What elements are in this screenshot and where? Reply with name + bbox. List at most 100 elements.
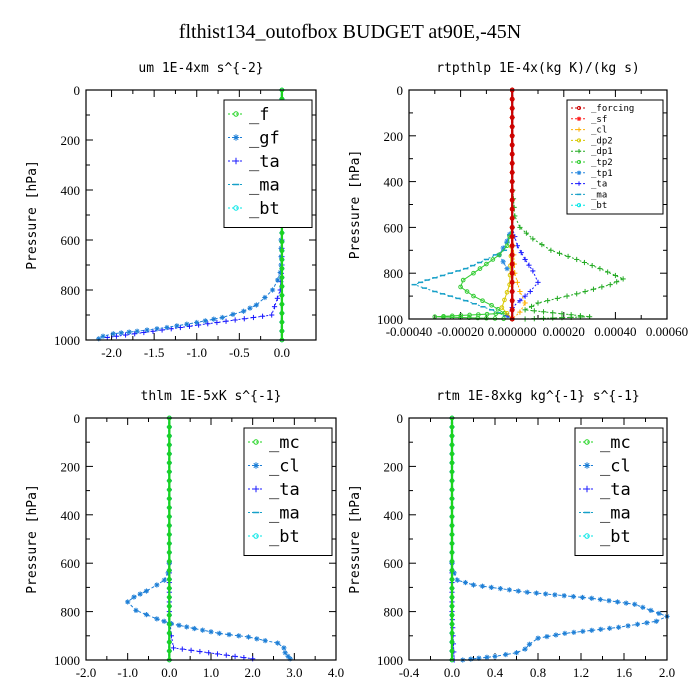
legend-entry: _cl [269,457,300,477]
data-point [550,310,556,316]
data-point [535,300,541,306]
data-point [509,270,515,276]
plot-frame [85,89,317,341]
plot-frame [408,89,668,320]
data-point [530,268,536,274]
data-point [556,250,563,256]
y-tick-label: 600 [384,556,404,571]
data-point [132,331,138,337]
data-point [625,623,631,629]
legend-entry: _mc [269,433,300,453]
data-point [623,600,629,606]
legend-box [566,99,664,215]
data-point [449,585,455,591]
data-point [214,319,220,326]
data-point [530,236,536,242]
legend: _mc _cl _ta _ma _bt [574,427,664,556]
data-point [118,330,124,336]
data-point [449,541,455,546]
data-point [271,304,278,310]
x-tick-label: -1.0 [186,345,207,360]
y-tick-label: 400 [61,508,81,523]
data-point [281,645,287,651]
data-point [531,308,537,314]
x-tick-label: 0.00060 [646,324,688,339]
data-point [449,621,455,627]
data-point [523,230,529,236]
data-point [279,319,285,325]
y-tick-label: 200 [384,129,404,144]
data-point [167,603,172,609]
data-point [449,568,455,573]
data-point [515,588,521,594]
data-point [480,298,485,303]
legend-entry: _sf [591,115,607,125]
figure-title: flthist134_outofbox BUDGET at90E,-45N [179,21,521,43]
data-point [241,654,247,661]
y-axis-label: Pressure [hPa] [348,150,363,260]
x-tick-label: 0.00040 [594,324,636,339]
data-point [122,332,129,338]
data-point [167,433,172,439]
data-point [509,179,515,184]
data-point [479,583,486,589]
data-point [509,160,515,166]
data-point [454,577,460,583]
data-point [205,321,211,327]
x-tick-label: 3.0 [286,665,302,680]
x-tick-label: 2.0 [245,665,261,680]
data-point [506,587,512,593]
data-point [164,324,170,331]
y-tick-label: 200 [384,459,404,474]
data-point [144,327,150,333]
data-point [262,638,268,644]
data-point [644,620,650,626]
data-point [509,96,515,102]
data-point [509,234,515,239]
series-line [509,179,626,322]
series-path [412,227,513,320]
legend-marker [232,134,240,141]
panel-title: thlm 1E-5xK s^{-1} [141,389,282,404]
data-point [526,641,532,647]
x-tick-label: 1.2 [573,665,589,680]
data-point [449,523,455,528]
data-point [279,293,285,298]
data-point [449,550,455,555]
data-point [589,262,595,269]
x-tick-label: 0.8 [530,665,546,680]
data-point [477,266,483,271]
x-tick-label: 0.0 [444,665,460,680]
legend-entry: _ma [600,504,631,524]
legend-entry: _tp2 [591,158,613,168]
y-tick-label: 200 [61,133,81,148]
data-point [509,261,515,267]
x-tick-label: 2.0 [659,665,675,680]
data-point [449,630,455,636]
legend-marker [576,127,582,132]
data-point [100,333,106,339]
data-point [509,124,515,129]
data-point [484,261,489,267]
data-point [449,469,455,475]
data-point [504,243,510,249]
panel-um: um 1E-4xm s^{-2} Pressure [hPa] -2.0 -1.5 -1… [25,61,317,360]
legend-marker [583,462,591,469]
data-point [589,595,595,601]
y-tick-label: 400 [384,175,404,190]
data-point [509,307,515,313]
legend-marker [576,181,582,186]
data-point [475,315,481,321]
data-point [524,589,530,595]
y-tick-label: 200 [61,459,81,474]
data-point [653,618,659,624]
y-tick-label: 0 [74,83,81,98]
data-point [509,142,515,148]
legend-box [574,427,664,556]
data-point [188,647,194,653]
data-point [484,654,490,660]
data-point [581,259,588,266]
data-point [274,295,280,301]
data-point [509,115,515,120]
